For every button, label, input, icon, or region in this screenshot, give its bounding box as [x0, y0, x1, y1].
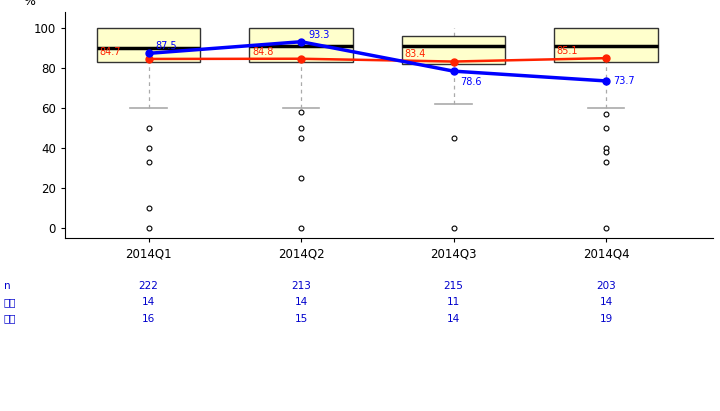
Bar — [249, 28, 353, 62]
Bar — [402, 36, 505, 65]
Text: 203: 203 — [596, 281, 616, 291]
Text: 85.1: 85.1 — [557, 46, 578, 56]
Text: 16: 16 — [142, 314, 156, 323]
Text: 78.6: 78.6 — [461, 77, 482, 87]
Text: 84.8: 84.8 — [252, 46, 274, 57]
Text: 87.5: 87.5 — [156, 41, 177, 51]
Text: 215: 215 — [444, 281, 464, 291]
Text: 84.7: 84.7 — [99, 47, 121, 57]
Text: 73.7: 73.7 — [613, 76, 634, 86]
Text: 19: 19 — [600, 314, 613, 323]
Text: 15: 15 — [294, 314, 307, 323]
Text: 93.3: 93.3 — [308, 30, 330, 39]
Text: 222: 222 — [139, 281, 158, 291]
Text: n: n — [4, 281, 10, 291]
Text: 14: 14 — [600, 297, 613, 307]
Text: 14: 14 — [447, 314, 460, 323]
Text: 分母: 分母 — [4, 314, 16, 323]
Bar — [96, 28, 200, 62]
Text: 分子: 分子 — [4, 297, 16, 307]
Text: 14: 14 — [294, 297, 307, 307]
Y-axis label: %: % — [23, 0, 35, 8]
Text: 213: 213 — [291, 281, 311, 291]
Legend: 中央値, 平均値, 外れ値: 中央値, 平均値, 外れ値 — [294, 409, 483, 411]
Text: 14: 14 — [142, 297, 156, 307]
Text: 83.4: 83.4 — [405, 49, 426, 59]
Bar — [554, 28, 658, 62]
Text: 11: 11 — [447, 297, 460, 307]
